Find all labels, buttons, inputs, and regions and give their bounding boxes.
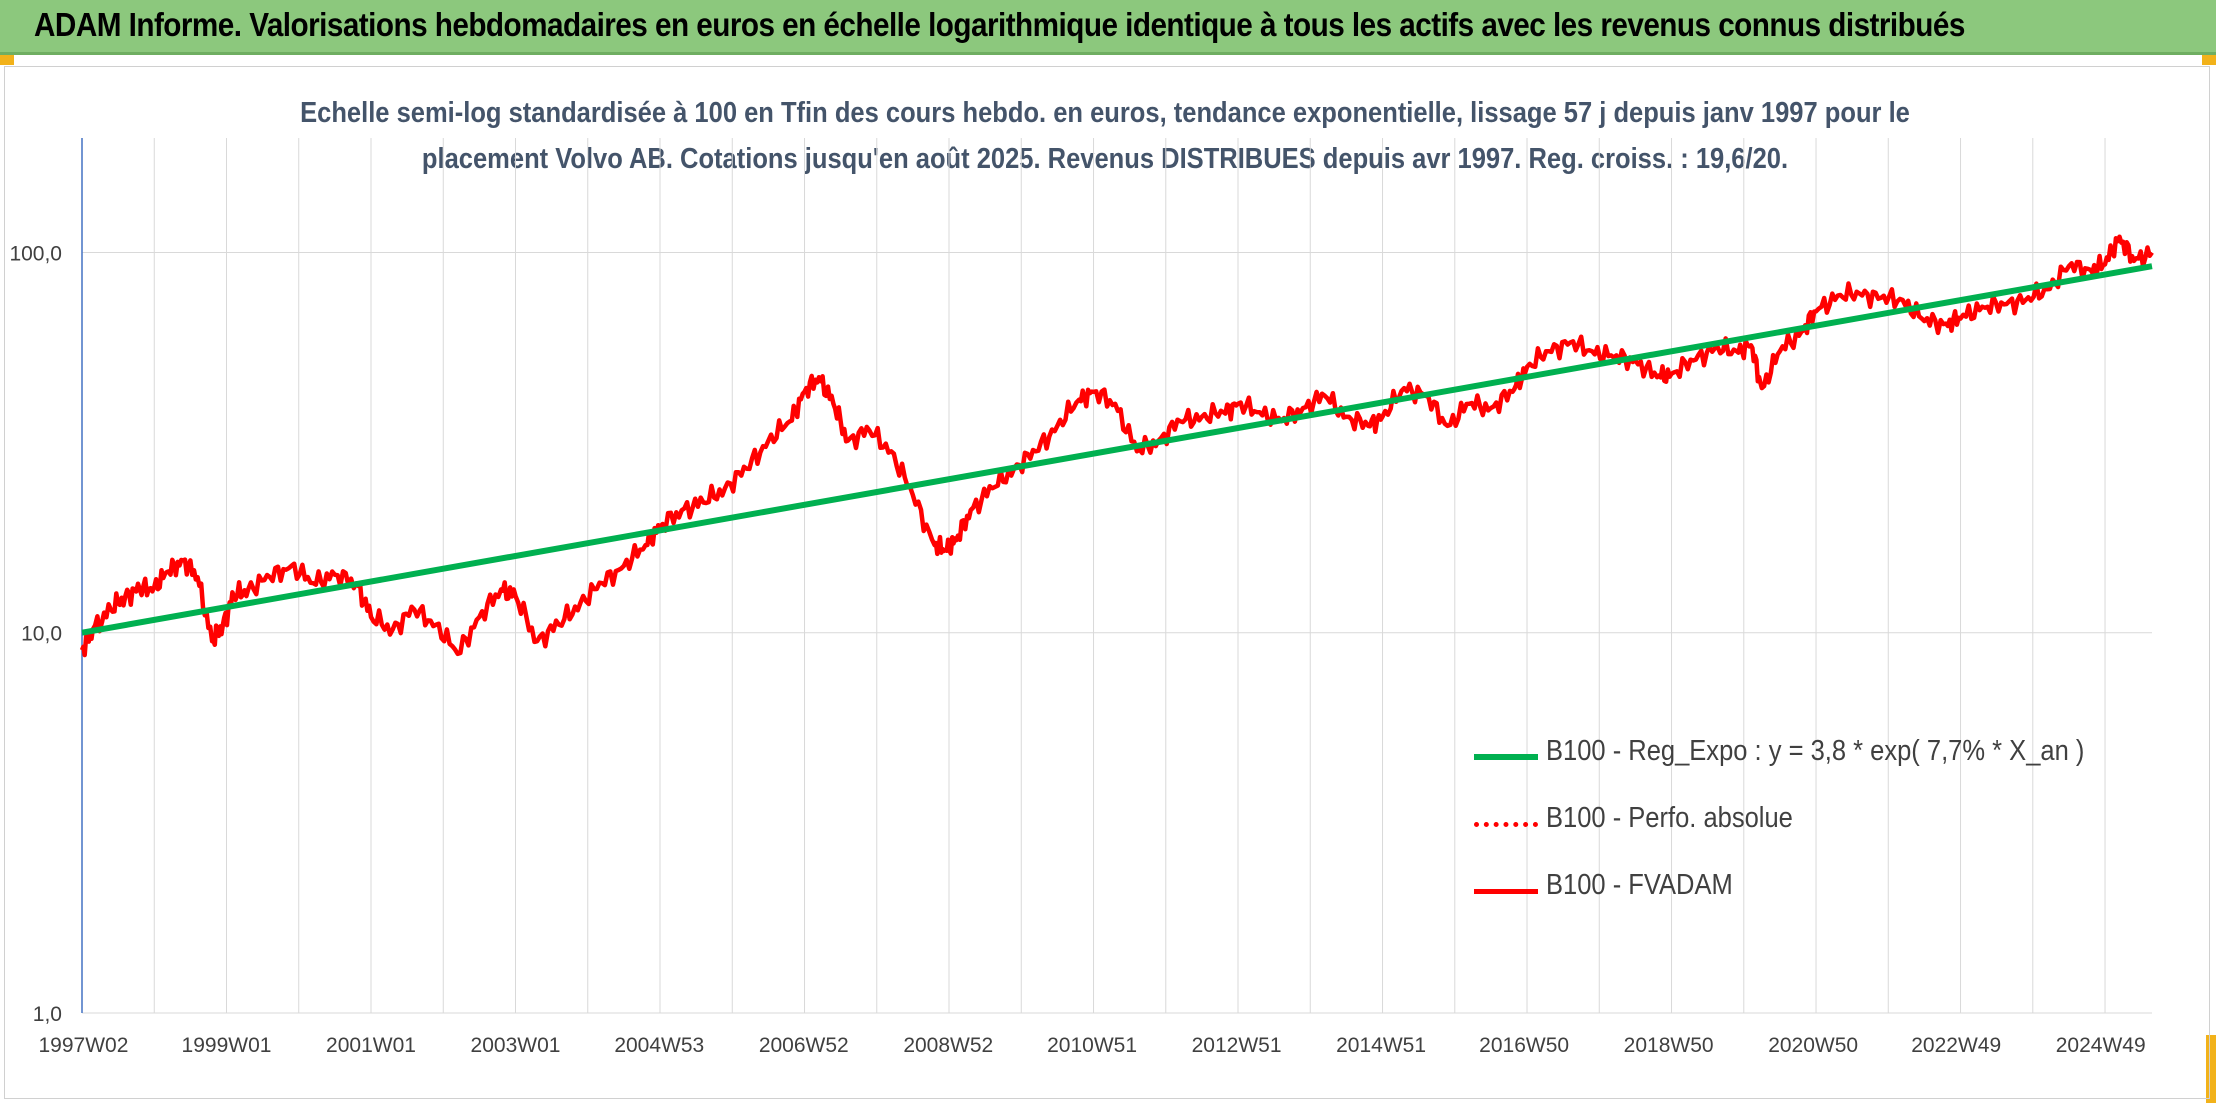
chart-title-line-2: placement Volvo AB. Cotations jusqu'en a… xyxy=(421,143,1789,175)
corner-accent-top-left xyxy=(0,55,14,65)
legend-swatch-fvadam xyxy=(1474,889,1538,894)
y-axis-tick-labels: 1,0 10,0 100,0 xyxy=(9,242,62,1026)
chart-title: Echelle semi-log standardisée à 100 en T… xyxy=(238,90,1972,182)
x-tick-label: 2014W51 xyxy=(1336,1034,1426,1057)
x-tick-label: 2018W50 xyxy=(1624,1034,1714,1057)
series-line-fvadam xyxy=(79,234,2154,658)
y-tick-label: 1,0 xyxy=(33,1003,62,1026)
x-tick-label: 2003W01 xyxy=(471,1034,561,1057)
x-tick-label: 2024W49 xyxy=(2056,1034,2146,1057)
chart-frame xyxy=(4,66,2210,1099)
chart-title-line-1: Echelle semi-log standardisée à 100 en T… xyxy=(300,97,1910,129)
series-lines xyxy=(79,234,2154,658)
report-title: ADAM Informe. Valorisations hebdomadaire… xyxy=(34,6,1965,43)
x-tick-label: 1999W01 xyxy=(182,1034,272,1057)
x-tick-label: 2008W52 xyxy=(903,1034,993,1057)
x-tick-label: 2016W50 xyxy=(1479,1034,1569,1057)
x-tick-label: 2006W52 xyxy=(759,1034,849,1057)
corner-accent-bottom-right xyxy=(2206,1035,2216,1103)
x-tick-label: 2020W50 xyxy=(1768,1034,1858,1057)
legend-label-fvadam: B100 - FVADAM xyxy=(1546,869,1733,901)
vertical-gridlines xyxy=(153,138,2106,1013)
x-tick-label: 2001W01 xyxy=(326,1034,416,1057)
x-tick-label: 2022W49 xyxy=(1911,1034,2001,1057)
legend-label-trend: B100 - Reg_Expo : y = 3,8 * exp( 7,7% * … xyxy=(1546,735,2085,767)
legend-label-perfo: B100 - Perfo. absolue xyxy=(1546,802,1793,834)
horizontal-gridlines xyxy=(82,251,2152,1014)
y-tick-label: 10,0 xyxy=(21,623,62,646)
x-axis-tick-labels: 1997W02 1999W01 2001W01 2003W01 2004W53 2006W… xyxy=(38,1034,2145,1057)
series-line-trend xyxy=(81,263,2153,636)
legend-swatch-perfo xyxy=(1474,822,1538,827)
report-header-band: ADAM Informe. Valorisations hebdomadaire… xyxy=(0,0,2216,55)
corner-accent-top-right xyxy=(2202,55,2216,65)
x-tick-label: 2010W51 xyxy=(1047,1034,1137,1057)
y-tick-label: 100,0 xyxy=(9,242,62,265)
legend-swatch-trend xyxy=(1474,754,1538,760)
x-tick-label: 1997W02 xyxy=(38,1034,128,1057)
x-tick-label: 2012W51 xyxy=(1192,1034,1282,1057)
x-tick-label: 2004W53 xyxy=(614,1034,704,1057)
